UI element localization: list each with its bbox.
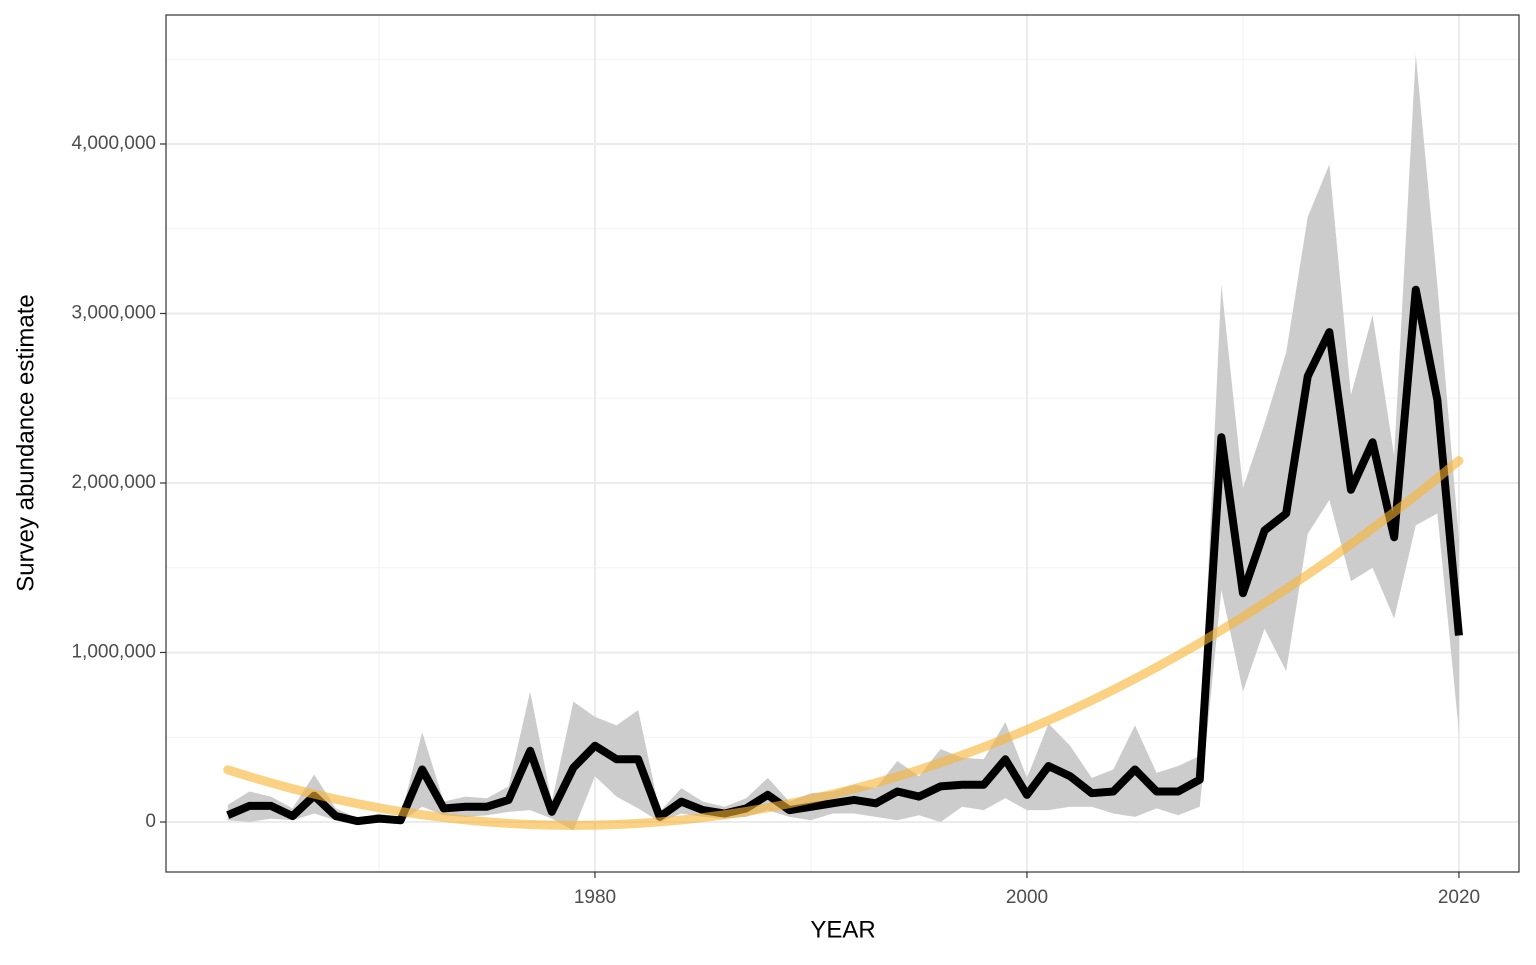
x-axis-title: YEAR [810,916,875,943]
estimate-line [226,285,1463,826]
confidence-band [227,54,1459,831]
trend-line [223,456,1464,830]
y-tick-label: 1,000,000 [71,642,156,663]
y-tick-label: 2,000,000 [71,472,156,493]
x-tick-label: 2000 [1006,887,1048,908]
x-tick-label: 1980 [574,887,616,908]
y-tick-label: 3,000,000 [71,303,156,324]
y-tick-label: 0 [145,811,156,832]
x-tick-label: 2020 [1438,887,1480,908]
y-axis-title: Survey abundance estimate [12,294,39,592]
panel-border [165,14,1520,873]
y-tick-label: 4,000,000 [71,133,156,154]
